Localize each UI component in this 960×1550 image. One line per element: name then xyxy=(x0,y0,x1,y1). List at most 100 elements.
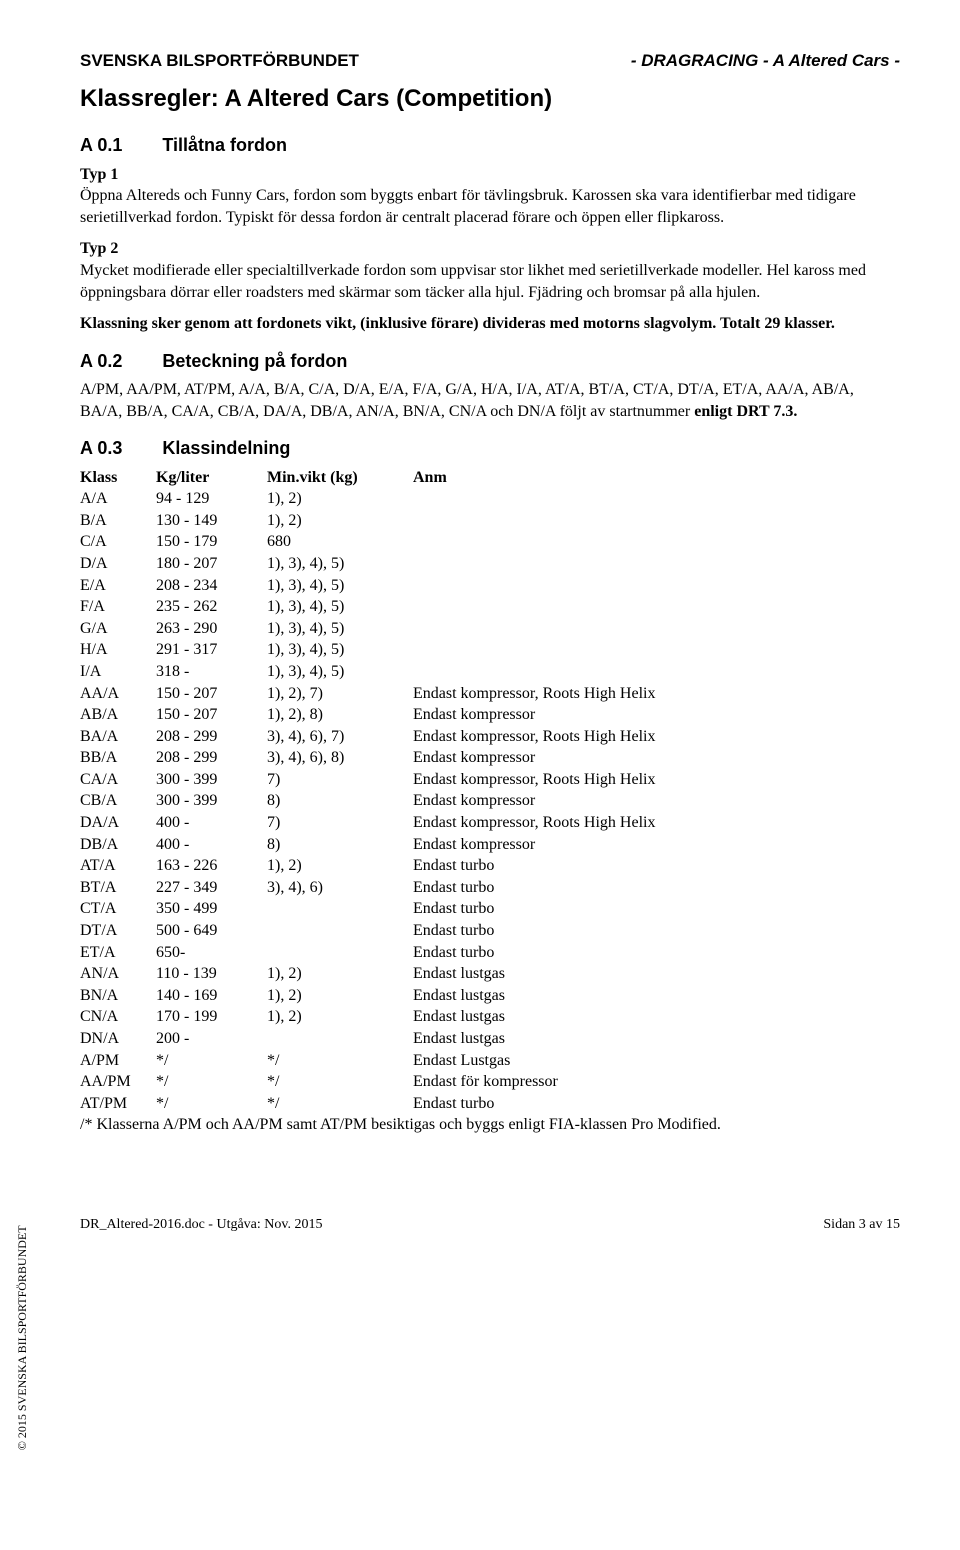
section-label: Beteckning på fordon xyxy=(162,351,347,371)
table-row: A/PM*/*/Endast Lustgas xyxy=(80,1050,661,1072)
table-row: DT/A500 - 649Endast turbo xyxy=(80,920,661,942)
table-cell: A/PM xyxy=(80,1050,156,1072)
table-cell: Endast kompressor, Roots High Helix xyxy=(413,812,661,834)
typ1-heading: Typ 1 xyxy=(80,166,118,183)
table-cell: 130 - 149 xyxy=(156,510,267,532)
table-cell: Endast kompressor xyxy=(413,747,661,769)
section-label: Klassindelning xyxy=(162,438,290,458)
table-cell xyxy=(413,661,661,683)
table-cell: 400 - xyxy=(156,812,267,834)
table-row: DN/A200 -Endast lustgas xyxy=(80,1028,661,1050)
beteckning-text-b: enligt DRT 7.3. xyxy=(694,403,797,420)
table-row: AA/PM*/*/Endast för kompressor xyxy=(80,1071,661,1093)
table-cell: 350 - 499 xyxy=(156,898,267,920)
typ2-block: Typ 2 Mycket modifierade eller specialti… xyxy=(80,238,900,303)
klassning-text: Klassning sker genom att fordonets vikt,… xyxy=(80,313,900,335)
header-right: - DRAGRACING - A Altered Cars - xyxy=(631,50,900,73)
table-cell: 208 - 299 xyxy=(156,747,267,769)
table-cell: 8) xyxy=(267,790,413,812)
table-footnote: /* Klasserna A/PM och AA/PM samt AT/PM b… xyxy=(80,1114,900,1136)
table-cell: Endast turbo xyxy=(413,855,661,877)
table-cell: 680 xyxy=(267,531,413,553)
table-cell: 1), 2) xyxy=(267,488,413,510)
section-a01-title: A 0.1Tillåtna fordon xyxy=(80,133,900,157)
table-cell: 650- xyxy=(156,942,267,964)
table-row: F/A235 - 2621), 3), 4), 5) xyxy=(80,596,661,618)
beteckning-text: A/PM, AA/PM, AT/PM, A/A, B/A, C/A, D/A, … xyxy=(80,379,900,422)
table-cell: 400 - xyxy=(156,834,267,856)
table-cell: AT/PM xyxy=(80,1093,156,1115)
table-cell xyxy=(413,510,661,532)
table-cell: 150 - 179 xyxy=(156,531,267,553)
table-cell: Endast kompressor, Roots High Helix xyxy=(413,683,661,705)
table-row: BT/A227 - 3493), 4), 6)Endast turbo xyxy=(80,877,661,899)
table-cell: 150 - 207 xyxy=(156,683,267,705)
table-cell: 170 - 199 xyxy=(156,1006,267,1028)
table-row: D/A180 - 2071), 3), 4), 5) xyxy=(80,553,661,575)
table-row: DA/A400 -7)Endast kompressor, Roots High… xyxy=(80,812,661,834)
table-cell: AA/A xyxy=(80,683,156,705)
table-cell: 7) xyxy=(267,769,413,791)
table-cell: */ xyxy=(156,1050,267,1072)
table-cell: BN/A xyxy=(80,985,156,1007)
table-cell: 300 - 399 xyxy=(156,769,267,791)
table-cell: Endast kompressor, Roots High Helix xyxy=(413,769,661,791)
table-row: CN/A170 - 1991), 2)Endast lustgas xyxy=(80,1006,661,1028)
table-row: DB/A400 -8)Endast kompressor xyxy=(80,834,661,856)
table-cell: 1), 2), 8) xyxy=(267,704,413,726)
table-row: CT/A350 - 499 Endast turbo xyxy=(80,898,661,920)
table-cell: Endast lustgas xyxy=(413,985,661,1007)
table-row: A/A94 - 1291), 2) xyxy=(80,488,661,510)
table-cell: Endast turbo xyxy=(413,942,661,964)
table-cell: 1), 2) xyxy=(267,510,413,532)
table-cell: 1), 3), 4), 5) xyxy=(267,639,413,661)
table-row: AT/A163 - 2261), 2)Endast turbo xyxy=(80,855,661,877)
table-cell xyxy=(413,618,661,640)
section-a03-title: A 0.3Klassindelning xyxy=(80,436,900,460)
table-row: B/A130 - 1491), 2) xyxy=(80,510,661,532)
table-cell: 1), 3), 4), 5) xyxy=(267,661,413,683)
table-cell: BB/A xyxy=(80,747,156,769)
table-cell: DN/A xyxy=(80,1028,156,1050)
table-cell: CA/A xyxy=(80,769,156,791)
table-cell: BA/A xyxy=(80,726,156,748)
table-cell: 1), 2), 7) xyxy=(267,683,413,705)
table-cell: AN/A xyxy=(80,963,156,985)
table-cell xyxy=(267,898,413,920)
table-cell: 208 - 234 xyxy=(156,575,267,597)
table-cell: A/A xyxy=(80,488,156,510)
table-cell xyxy=(413,553,661,575)
table-cell: AA/PM xyxy=(80,1071,156,1093)
table-cell: CT/A xyxy=(80,898,156,920)
table-cell: 235 - 262 xyxy=(156,596,267,618)
footer-left: DR_Altered-2016.doc - Utgåva: Nov. 2015 xyxy=(80,1216,322,1235)
table-cell: Endast kompressor xyxy=(413,704,661,726)
page-header: SVENSKA BILSPORTFÖRBUNDET - DRAGRACING -… xyxy=(80,50,900,73)
table-row: H/A291 - 3171), 3), 4), 5) xyxy=(80,639,661,661)
table-cell: Endast turbo xyxy=(413,877,661,899)
table-cell: CB/A xyxy=(80,790,156,812)
table-cell: Endast turbo xyxy=(413,898,661,920)
section-number: A 0.1 xyxy=(80,135,122,155)
table-row: BB/A208 - 2993), 4), 6), 8)Endast kompre… xyxy=(80,747,661,769)
table-cell: Endast Lustgas xyxy=(413,1050,661,1072)
table-row: G/A263 - 2901), 3), 4), 5) xyxy=(80,618,661,640)
table-cell: Endast kompressor, Roots High Helix xyxy=(413,726,661,748)
table-cell: CN/A xyxy=(80,1006,156,1028)
table-cell: DT/A xyxy=(80,920,156,942)
table-cell: I/A xyxy=(80,661,156,683)
table-cell: */ xyxy=(267,1071,413,1093)
typ2-text: Mycket modifierade eller specialtillverk… xyxy=(80,262,866,301)
table-cell: DB/A xyxy=(80,834,156,856)
table-cell: G/A xyxy=(80,618,156,640)
table-cell: 150 - 207 xyxy=(156,704,267,726)
table-cell: 1), 3), 4), 5) xyxy=(267,618,413,640)
table-row: AA/A150 - 2071), 2), 7)Endast kompressor… xyxy=(80,683,661,705)
table-cell: 227 - 349 xyxy=(156,877,267,899)
table-cell: BT/A xyxy=(80,877,156,899)
table-cell xyxy=(413,531,661,553)
col-minvikt: Min.vikt (kg) xyxy=(267,467,413,489)
klassindelning-table: Klass Kg/liter Min.vikt (kg) Anm A/A94 -… xyxy=(80,467,661,1115)
table-cell: Endast kompressor xyxy=(413,834,661,856)
table-cell: ET/A xyxy=(80,942,156,964)
